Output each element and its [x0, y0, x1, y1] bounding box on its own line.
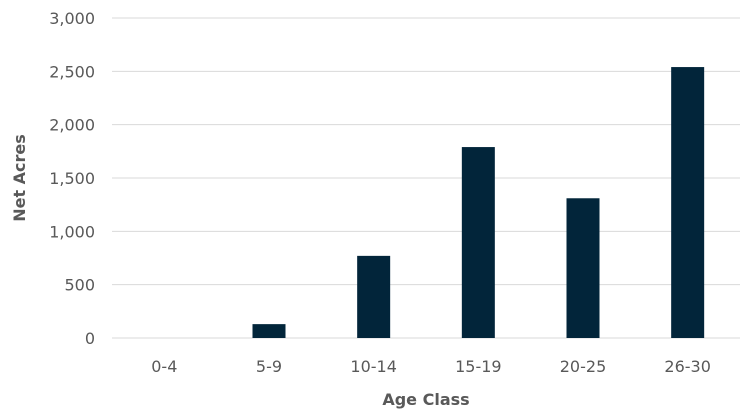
- y-tick-label: 0: [85, 329, 95, 348]
- bar-10-14: [357, 255, 391, 338]
- y-axis-ticks: 0 500 1,000 1,500 2,000 2,500 3,000: [49, 9, 95, 348]
- y-tick-label: 2,500: [49, 62, 95, 81]
- x-axis-ticks: 0-4 5-9 10-14 15-19 20-25 26-30: [151, 357, 711, 376]
- x-tick-label: 20-25: [560, 357, 607, 376]
- x-axis-label: Age Class: [382, 390, 469, 409]
- x-tick-label: 10-14: [350, 357, 397, 376]
- bar-26-30: [671, 67, 705, 339]
- bar-15-19: [461, 147, 495, 338]
- y-tick-label: 500: [64, 276, 95, 295]
- bars: [252, 67, 705, 339]
- bar-20-25: [566, 198, 600, 338]
- gridlines: [112, 17, 740, 339]
- y-tick-label: 3,000: [49, 9, 95, 28]
- y-tick-label: 1,500: [49, 169, 95, 188]
- bar-5-9: [252, 324, 286, 338]
- x-tick-label: 15-19: [455, 357, 502, 376]
- y-axis-label: Net Acres: [10, 134, 29, 222]
- x-tick-label: 0-4: [151, 357, 177, 376]
- y-tick-label: 1,000: [49, 222, 95, 241]
- x-tick-label: 26-30: [664, 357, 711, 376]
- x-tick-label: 5-9: [256, 357, 282, 376]
- y-tick-label: 2,000: [49, 116, 95, 135]
